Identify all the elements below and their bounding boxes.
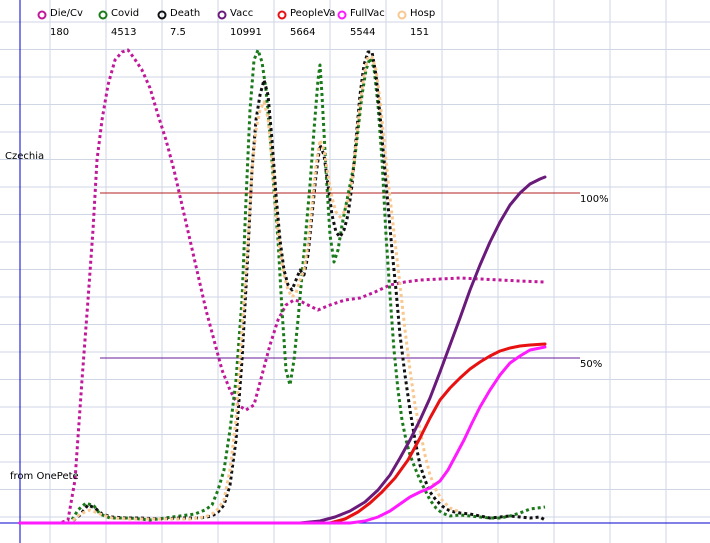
- vacc-marker-icon: [217, 10, 227, 20]
- legend-name: Death: [170, 8, 201, 19]
- reference-label-50: 50%: [580, 359, 603, 370]
- legend-name: Hosp: [410, 8, 436, 19]
- series-line-fullvac: [18, 345, 547, 525]
- source-label: from OnePete: [10, 471, 79, 482]
- fullvac-marker-icon: [337, 10, 347, 20]
- series-group: [18, 48, 547, 525]
- hosp-marker-icon: [397, 10, 407, 20]
- series-line-die-cv: [20, 48, 546, 525]
- legend-name: Covid: [111, 8, 140, 19]
- legend-value: 151: [410, 27, 430, 38]
- legend-name: FullVac: [350, 8, 385, 19]
- series-line-vacc: [18, 175, 547, 525]
- series-line-hosp: [20, 55, 461, 525]
- death-marker-icon: [157, 10, 167, 20]
- legend-value: 7.5: [170, 27, 186, 38]
- legend-name: PeopleVa: [290, 8, 336, 19]
- country-label: Czechia: [5, 151, 45, 162]
- legend-value: 10991: [230, 27, 262, 38]
- peopleva-marker-icon: [277, 10, 287, 20]
- reference-label-100: 100%: [580, 194, 609, 205]
- legend-value: 5544: [350, 27, 376, 38]
- legend-name: Die/Cv: [50, 8, 83, 19]
- covid-marker-icon: [98, 10, 108, 20]
- series-line-death: [20, 50, 546, 525]
- series-line-covid: [20, 48, 546, 525]
- legend-value: 180: [50, 27, 70, 38]
- legend-value: 4513: [111, 27, 137, 38]
- legend-name: Vacc: [230, 8, 254, 19]
- die-cv-marker-icon: [37, 10, 47, 20]
- reference-lines: [100, 192, 580, 359]
- series-line-peopleva: [18, 342, 547, 525]
- legend-value: 5664: [290, 27, 316, 38]
